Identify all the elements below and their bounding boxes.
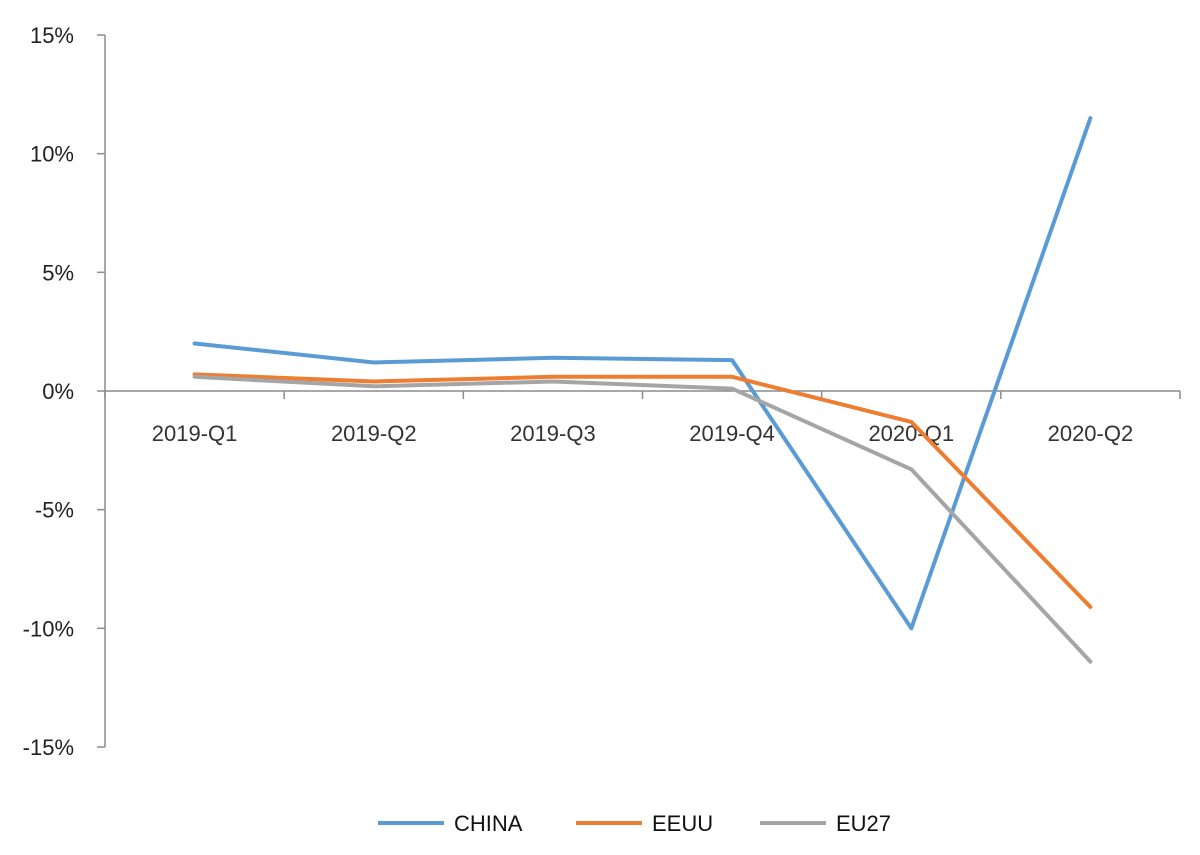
y-tick-label: 10%	[30, 142, 74, 167]
y-tick-label: 5%	[42, 260, 74, 285]
x-tick-label: 2020-Q1	[868, 421, 954, 446]
y-tick-label: 0%	[42, 379, 74, 404]
series-lines	[192, 116, 1093, 664]
x-tick-label: 2019-Q1	[152, 421, 238, 446]
legend-label-eeuu: EEUU	[652, 811, 713, 836]
legend-label-china: CHINA	[454, 811, 523, 836]
series-line-eu27	[192, 374, 1093, 664]
y-tick-label: -10%	[23, 616, 74, 641]
x-tick-label: 2020-Q2	[1048, 421, 1134, 446]
y-tick-label: 15%	[30, 23, 74, 48]
x-axis-tick-labels: 2019-Q1 2019-Q2 2019-Q3 2019-Q4 2020-Q1 2020-…	[152, 421, 1133, 446]
x-tick-label: 2019-Q2	[331, 421, 417, 446]
x-tick-label: 2019-Q3	[510, 421, 596, 446]
series-line-china	[192, 116, 1093, 631]
y-tick-label: -5%	[35, 498, 74, 523]
x-tick-label: 2019-Q4	[689, 421, 775, 446]
y-axis-ticks: 15% 10% 5% 0% -5% -10% -15%	[23, 23, 74, 760]
legend: CHINA EEUU EU27	[378, 811, 891, 836]
axes	[97, 34, 1181, 748]
legend-label-eu27: EU27	[836, 811, 891, 836]
y-tick-label: -15%	[23, 735, 74, 760]
series-line-eeuu	[192, 372, 1093, 609]
